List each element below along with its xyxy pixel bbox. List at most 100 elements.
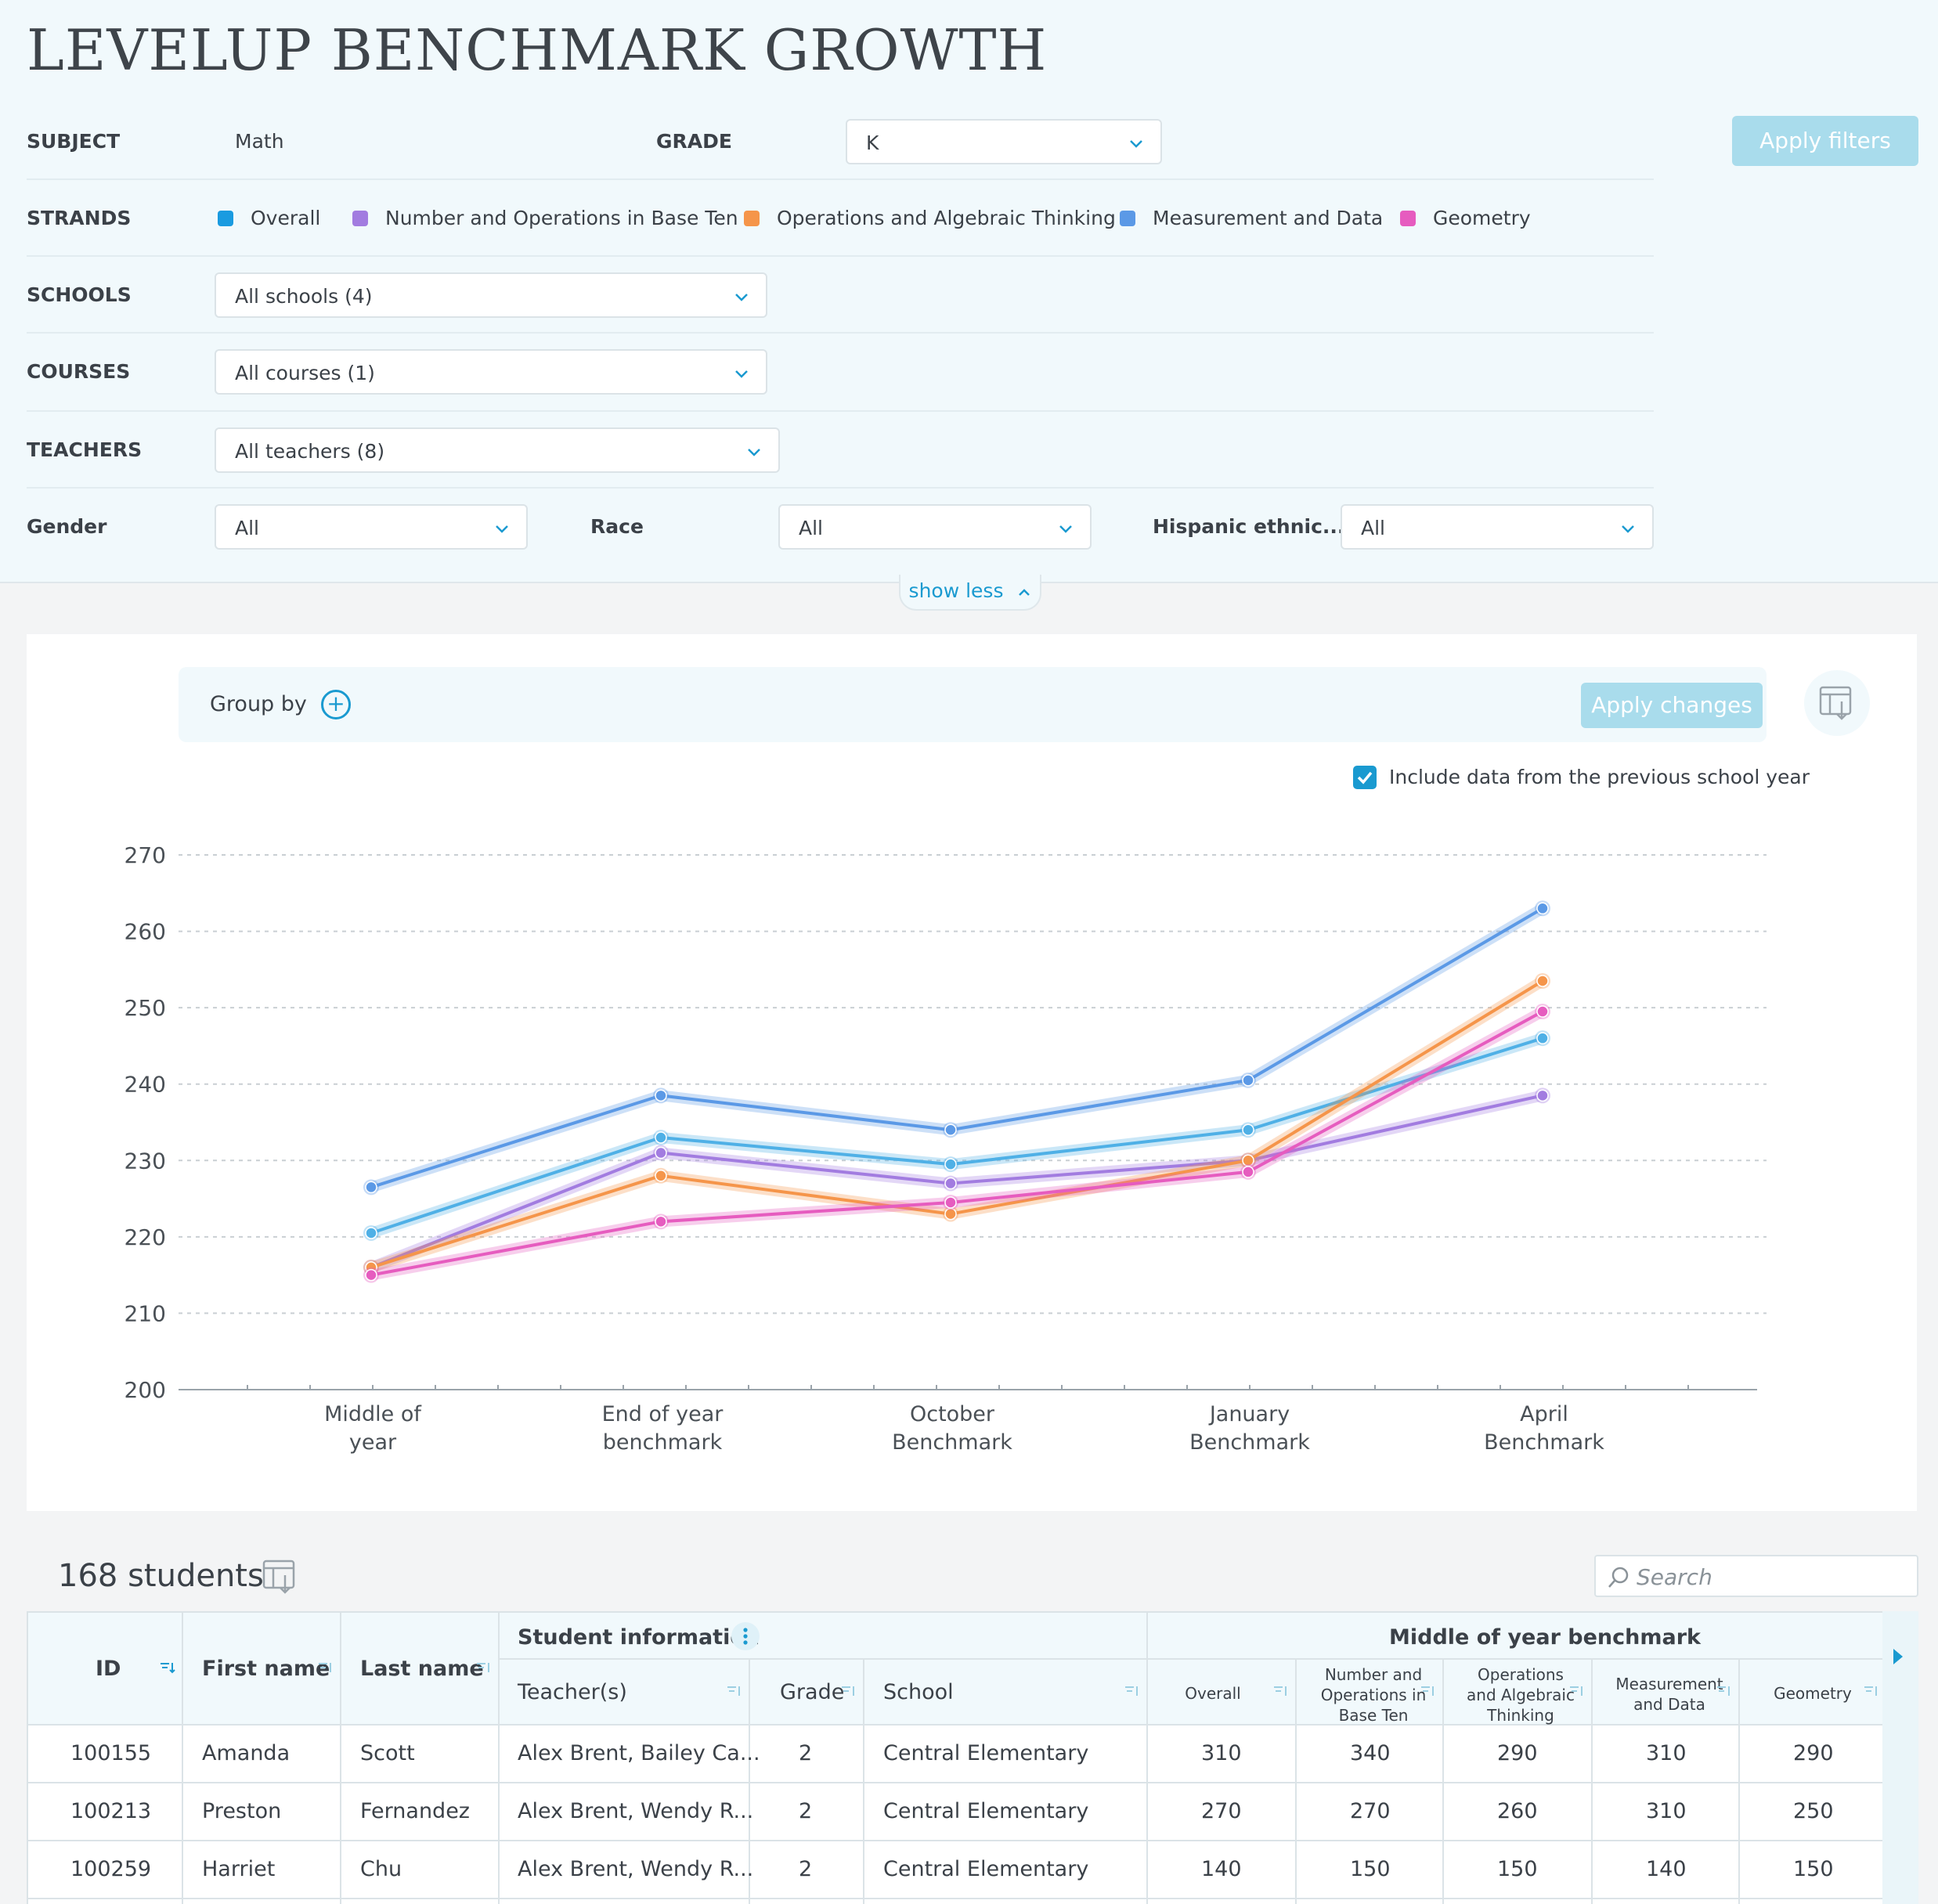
chevron-right-icon xyxy=(1893,1649,1903,1664)
header-line: and Algebraic xyxy=(1467,1686,1575,1704)
cell-first-name: Harriet xyxy=(202,1857,276,1881)
column-header-last-name[interactable]: Last name xyxy=(360,1657,484,1681)
strand-color-swatch xyxy=(352,210,368,226)
grade-select[interactable]: K xyxy=(846,119,1162,164)
more-options-icon[interactable] xyxy=(731,1622,760,1650)
table-download-icon[interactable] xyxy=(262,1558,299,1596)
hispanic-select[interactable]: All xyxy=(1341,504,1654,550)
chevron-down-icon xyxy=(1059,525,1072,533)
divider xyxy=(27,410,1654,412)
x-tick-label: year xyxy=(349,1430,397,1455)
column-header-first-name[interactable]: First name xyxy=(202,1657,330,1681)
cell-school: Central Elementary xyxy=(883,1799,1089,1823)
y-tick-label: 230 xyxy=(125,1148,166,1174)
column-divider xyxy=(498,1613,500,1904)
strand-label: Number and Operations in Base Ten xyxy=(385,207,738,229)
row-divider xyxy=(28,1898,1882,1899)
add-group-icon[interactable]: + xyxy=(321,690,351,719)
x-tick-label: benchmark xyxy=(603,1430,723,1455)
data-point xyxy=(365,1227,377,1239)
data-point xyxy=(655,1131,667,1144)
sort-icon[interactable] xyxy=(1716,1685,1732,1697)
cell-overall: 310 xyxy=(1201,1741,1242,1765)
sort-icon[interactable] xyxy=(1420,1685,1436,1697)
race-label: Race xyxy=(590,515,644,538)
data-point xyxy=(1536,1005,1549,1018)
y-tick-label: 240 xyxy=(125,1072,166,1098)
data-point xyxy=(1536,902,1549,915)
header-divider xyxy=(28,1724,1882,1726)
strand-label: Operations and Algebraic Thinking xyxy=(777,207,1116,229)
column-divider xyxy=(340,1613,341,1904)
y-tick-label: 200 xyxy=(125,1377,166,1403)
header-line: Operations in xyxy=(1320,1686,1427,1704)
data-point xyxy=(655,1215,667,1228)
column-header-operations-algebraic[interactable]: Operations and Algebraic Thinking xyxy=(1450,1664,1591,1726)
cell-grade: 2 xyxy=(799,1741,813,1765)
cell-oat: 290 xyxy=(1497,1741,1538,1765)
column-header-geometry[interactable]: Geometry xyxy=(1774,1684,1852,1703)
scroll-right-button[interactable] xyxy=(1882,1611,1918,1904)
sort-icon[interactable] xyxy=(160,1661,175,1674)
benchmark-line-chart: 200 210 220 230 240 250 260 270 Middle of year End… xyxy=(125,842,1767,1455)
apply-changes-button[interactable]: Apply changes xyxy=(1581,683,1763,728)
row-divider xyxy=(28,1840,1882,1841)
chevron-down-icon xyxy=(748,449,760,456)
y-tick-label: 250 xyxy=(125,995,166,1021)
column-header-id[interactable]: ID xyxy=(96,1657,121,1681)
courses-select[interactable]: All courses (1) xyxy=(215,349,767,395)
search-input[interactable]: Search xyxy=(1594,1555,1918,1597)
sort-icon[interactable] xyxy=(841,1685,857,1697)
strand-color-swatch xyxy=(1120,210,1135,226)
data-point xyxy=(365,1181,377,1194)
chart-card: Group by + Apply changes Include data fr… xyxy=(27,634,1917,1511)
apply-filters-button[interactable]: Apply filters xyxy=(1732,116,1918,166)
column-header-school[interactable]: School xyxy=(883,1680,954,1704)
schools-select[interactable]: All schools (4) xyxy=(215,272,767,318)
sort-icon[interactable] xyxy=(318,1661,334,1674)
strand-number-operations[interactable]: Number and Operations in Base Ten xyxy=(352,207,738,229)
sort-icon[interactable] xyxy=(1124,1685,1140,1697)
cell-oat: 150 xyxy=(1497,1857,1538,1881)
column-header-measurement-data[interactable]: Measurement and Data xyxy=(1599,1674,1740,1715)
series-line xyxy=(370,907,1544,1189)
gender-select[interactable]: All xyxy=(215,504,528,550)
strand-operations-algebraic[interactable]: Operations and Algebraic Thinking xyxy=(744,207,1116,229)
include-previous-year-checkbox[interactable] xyxy=(1353,766,1377,789)
data-point xyxy=(655,1146,667,1159)
data-point xyxy=(944,1123,957,1137)
teachers-select-value: All teachers (8) xyxy=(235,440,385,463)
sort-icon[interactable] xyxy=(1864,1685,1879,1697)
race-select[interactable]: All xyxy=(778,504,1092,550)
subject-label: SUBJECT xyxy=(27,130,121,153)
sort-icon[interactable] xyxy=(476,1661,492,1674)
hispanic-label: Hispanic ethnic... xyxy=(1153,515,1345,538)
sort-icon[interactable] xyxy=(727,1685,742,1697)
cell-md: 310 xyxy=(1646,1741,1687,1765)
chevron-down-icon xyxy=(735,370,748,378)
header-line: Operations xyxy=(1478,1665,1564,1684)
sort-icon[interactable] xyxy=(1569,1685,1585,1697)
cell-last-name: Fernandez xyxy=(360,1799,470,1823)
gender-select-value: All xyxy=(235,517,259,539)
teachers-select[interactable]: All teachers (8) xyxy=(215,427,780,473)
strand-measurement-data[interactable]: Measurement and Data xyxy=(1120,207,1383,229)
page-title: LEVELUP BENCHMARK GROWTH xyxy=(27,17,1048,83)
column-header-teachers[interactable]: Teacher(s) xyxy=(518,1680,627,1704)
schools-select-value: All schools (4) xyxy=(235,285,373,308)
strand-overall[interactable]: Overall xyxy=(218,207,320,229)
data-point xyxy=(1536,1089,1549,1102)
data-point xyxy=(655,1170,667,1182)
column-header-number-operations[interactable]: Number and Operations in Base Ten xyxy=(1303,1664,1444,1726)
sort-icon[interactable] xyxy=(1273,1685,1289,1697)
show-less-toggle[interactable]: show less xyxy=(899,575,1041,611)
cell-teachers: Alex Brent, Wendy R... xyxy=(518,1857,754,1881)
export-chart-button[interactable] xyxy=(1804,670,1870,736)
column-divider xyxy=(1146,1613,1148,1904)
strand-geometry[interactable]: Geometry xyxy=(1400,207,1531,229)
cell-last-name: Chu xyxy=(360,1857,402,1881)
column-header-grade[interactable]: Grade xyxy=(780,1680,845,1704)
divider xyxy=(27,332,1654,334)
column-header-overall[interactable]: Overall xyxy=(1185,1684,1241,1703)
chevron-down-icon xyxy=(1130,140,1142,148)
